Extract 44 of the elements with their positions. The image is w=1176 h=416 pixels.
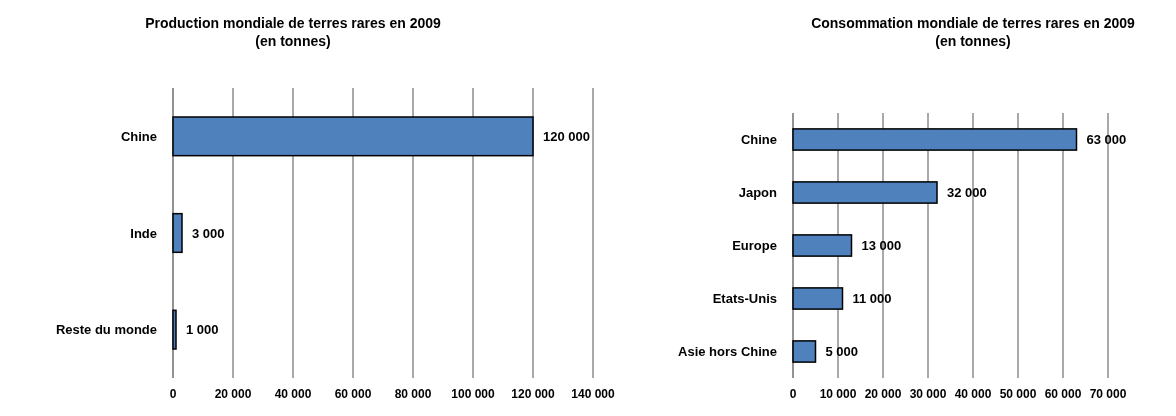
x-tick-label: 70 000 bbox=[1089, 387, 1127, 401]
data-label: 63 000 bbox=[1086, 132, 1127, 148]
bar bbox=[792, 181, 938, 204]
data-label: 1 000 bbox=[186, 322, 219, 338]
data-label: 5 000 bbox=[825, 344, 859, 360]
data-label: 120 000 bbox=[543, 128, 590, 144]
chart-title: Production mondiale de terres rares en 2009 bbox=[145, 15, 442, 31]
y-tick-label: Chine bbox=[120, 128, 157, 144]
y-tick-label: Reste du monde bbox=[55, 322, 157, 338]
x-tick-label: 10 000 bbox=[819, 387, 857, 401]
x-tick-label: 60 000 bbox=[1044, 387, 1082, 401]
bar bbox=[172, 116, 534, 157]
x-tick-label: 0 bbox=[169, 387, 177, 401]
bar bbox=[792, 234, 853, 257]
data-label: 13 000 bbox=[861, 238, 902, 254]
bar bbox=[172, 309, 177, 350]
data-label: 11 000 bbox=[852, 291, 892, 307]
x-tick-label: 100 000 bbox=[451, 387, 496, 401]
x-tick-label: 40 000 bbox=[954, 387, 992, 401]
x-tick-label: 60 000 bbox=[334, 387, 372, 401]
chart-subtitle: (en tonnes) bbox=[935, 33, 1011, 49]
y-tick-label: Chine bbox=[740, 132, 777, 148]
y-tick-label: Japon bbox=[738, 185, 778, 201]
x-tick-label: 40 000 bbox=[274, 387, 312, 401]
x-tick-label: 80 000 bbox=[394, 387, 432, 401]
x-tick-label: 140 000 bbox=[571, 387, 616, 401]
data-label: 3 000 bbox=[192, 225, 225, 241]
x-tick-label: 30 000 bbox=[909, 387, 947, 401]
y-tick-label: Inde bbox=[130, 225, 157, 241]
bar bbox=[792, 128, 1078, 151]
chart-subtitle: (en tonnes) bbox=[255, 33, 331, 49]
chart-title: Consommation mondiale de terres rares en 2009 bbox=[811, 15, 1136, 31]
y-tick-label: Europe bbox=[732, 238, 777, 254]
x-tick-label: 50 000 bbox=[999, 387, 1037, 401]
data-label: 32 000 bbox=[947, 185, 987, 201]
y-tick-label: Etats-Unis bbox=[712, 291, 777, 307]
bar bbox=[172, 212, 183, 254]
y-tick-label: Asie hors Chine bbox=[678, 344, 777, 360]
bar bbox=[792, 287, 844, 310]
x-tick-label: 0 bbox=[789, 387, 797, 401]
x-tick-label: 20 000 bbox=[864, 387, 902, 401]
x-tick-label: 120 000 bbox=[511, 387, 556, 401]
bar bbox=[792, 340, 817, 363]
x-tick-label: 20 000 bbox=[214, 387, 252, 401]
